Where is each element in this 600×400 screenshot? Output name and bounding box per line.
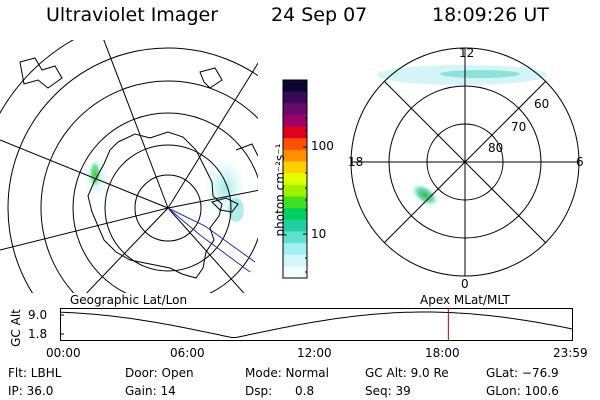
color-scale-bar (283, 80, 307, 279)
color-scale-segment (283, 138, 307, 151)
color-scale-segment (283, 184, 307, 197)
color-scale-segment (283, 149, 307, 163)
color-scale-segment (283, 219, 307, 232)
color-scale-segment (283, 173, 307, 186)
time-tick-1800: 18:00 (425, 346, 460, 360)
color-scale-segment (283, 91, 307, 104)
time-label: 18:09:26 UT (432, 4, 549, 26)
info-seq: Seq: 39 (365, 384, 411, 398)
altitude-tick-high: 9.0 (28, 308, 48, 322)
info-gc-alt: GC Alt: 9.0 Re (365, 366, 449, 380)
date-label: 24 Sep 07 (271, 4, 368, 26)
info-glon: GLon: 100.6 (486, 384, 559, 398)
info-filter: Flt: LBHL (8, 366, 62, 380)
info-dsp: Dsp: 0.8 (245, 384, 315, 398)
mlt-label-18: 18 (348, 155, 364, 169)
colorbar-unit-label: photon cm⁻²s⁻¹ (273, 143, 287, 237)
mlt-label-12: 12 (459, 46, 475, 60)
aurora-oval-left (89, 160, 101, 188)
mlat-label-60: 60 (534, 97, 550, 111)
altitude-curve (60, 311, 574, 338)
mlat-label-70: 70 (511, 120, 527, 134)
time-tick-1200: 12:00 (297, 346, 332, 360)
mlat-label-80: 80 (488, 141, 504, 155)
color-scale-segment (283, 126, 307, 139)
info-mode: Mode: Normal (245, 366, 329, 380)
magnetic-polar-plot (350, 47, 580, 277)
geographic-map-label: Geographic Lat/Lon (70, 293, 188, 307)
color-scale-segment (283, 208, 307, 221)
colorbar-tick-100: 100 (311, 139, 334, 153)
info-ip: IP: 36.0 (8, 384, 54, 398)
info-gain: Gain: 14 (125, 384, 176, 398)
geographic-map (0, 40, 258, 293)
altitude-axis-label: GC Alt (9, 309, 23, 347)
app-title: Ultraviolet Imager (46, 4, 219, 26)
time-tick-0600: 06:00 (170, 346, 205, 360)
time-tick-2359: 23:59 (553, 346, 588, 360)
color-scale-segment (283, 266, 307, 279)
color-scale-segment (283, 231, 307, 244)
magnetic-map-label: Apex MLat/MLT (420, 293, 510, 307)
time-tick-0000: 00:00 (46, 346, 81, 360)
altitude-plot (60, 308, 574, 341)
color-scale-segment (283, 161, 307, 174)
color-scale-segment (283, 114, 307, 128)
color-scale-segment (283, 103, 307, 116)
altitude-tick-low: 1.8 (28, 327, 48, 341)
aurora-patch-lower-left (410, 183, 440, 207)
aurora-band-top-core (440, 70, 520, 78)
mlt-label-0: 0 (461, 277, 469, 291)
color-scale-segment (283, 196, 307, 209)
mlt-label-6: 6 (576, 155, 584, 169)
color-scale-segment (283, 80, 307, 93)
aurora-glow-right-core (228, 198, 244, 222)
info-door: Door: Open (125, 366, 194, 380)
info-glat: GLat: −76.9 (486, 366, 559, 380)
color-scale-segment (283, 254, 307, 267)
colorbar-tick-10: 10 (311, 227, 327, 241)
color-scale (282, 79, 308, 279)
color-scale-segment (283, 243, 307, 256)
